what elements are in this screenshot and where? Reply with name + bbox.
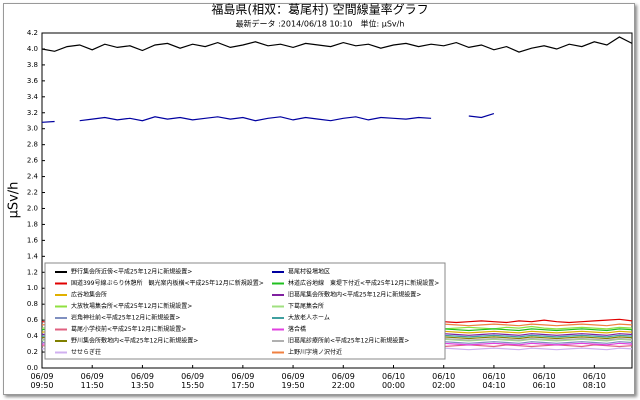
y-tick-label: 2.4: [27, 173, 39, 181]
y-tick-label: 2.0: [27, 204, 38, 212]
y-tick-label: 1.0: [27, 284, 38, 292]
x-tick-label: 06/09 11:50: [80, 372, 104, 390]
legend-label: 林道広谷地線 東堤下付近<平成25年12月に新規設置>: [288, 279, 439, 287]
y-tick-label: 3.0: [27, 125, 38, 133]
legend-label: 落合橋: [288, 325, 306, 333]
y-tick-label: 0.0: [27, 364, 38, 372]
legend-label: 旧葛尾診療所前<平成25年12月に新規設置>: [288, 337, 409, 345]
y-tick-label: 2.2: [27, 189, 38, 197]
legend-label: せせらぎ荘: [71, 348, 101, 356]
chart-subtitle: 最新データ :2014/06/18 10:10 単位: μSv/h: [236, 19, 405, 29]
y-tick-label: 3.8: [27, 61, 38, 69]
legend: 野行集会所近傍<平成25年12月に新規設置> 国道399号線ぶらり休憩所 観光案内…: [44, 262, 446, 360]
x-tick-label: 06/10 08:10: [582, 372, 606, 390]
y-tick-label: 3.6: [27, 77, 39, 85]
legend-label: 大放老人ホーム: [288, 314, 330, 322]
x-tick-label: 06/09 22:00: [331, 372, 355, 390]
y-axis-label: μSv/h: [7, 182, 22, 219]
legend-label: 葛尾小学校前<平成25年12月に新規設置>: [71, 325, 186, 333]
y-tick-label: 4.2: [27, 29, 38, 37]
legend-label: 国道399号線ぶらり休憩所 観光案内板横<平成25年12月に新規設置>: [71, 279, 264, 287]
y-tick-label: 2.8: [27, 141, 38, 149]
y-tick-label: 1.2: [27, 268, 38, 276]
legend-box: [44, 262, 446, 360]
y-tick-label: 0.6: [27, 316, 39, 324]
y-tick-label: 0.2: [27, 348, 38, 356]
x-tick-label: 06/10 00:00: [381, 372, 406, 390]
y-tick-label: 2.6: [27, 157, 39, 165]
legend-label: 野川集会所敷地内<平成25年12月に新規設置>: [71, 337, 198, 345]
series-line: [41, 36, 633, 53]
chart-title: 福島県(相双：葛尾村) 空間線量率グラフ: [211, 2, 428, 17]
x-tick-label: 06/09 17:50: [231, 372, 255, 390]
x-tick-label: 06/09 15:50: [181, 372, 205, 390]
y-tick-label: 3.4: [27, 93, 39, 101]
y-tick-label: 3.2: [27, 109, 38, 117]
x-tick-label: 06/09 09:50: [30, 372, 54, 390]
x-tick-label: 06/10 06:10: [532, 372, 556, 390]
series-line: [468, 113, 495, 119]
y-tick-label: 0.8: [27, 300, 38, 308]
legend-label: 上野川字境ノ沢付近: [288, 348, 342, 356]
legend-label: 下葛尾集会所: [288, 302, 324, 310]
plot-frame: [41, 32, 633, 369]
series-line: [41, 120, 55, 123]
legend-label: 大放牧場集会所<平成25年12月に新規設置>: [71, 302, 192, 310]
legend-label: 広谷地集会所: [71, 291, 107, 299]
legend-label: 旧葛尾集会所敷地内<平成25年12月に新規設置>: [288, 291, 421, 299]
x-tick-label: 06/09 19:50: [281, 372, 305, 390]
legend-label: 葛尾村役場地区: [288, 268, 330, 276]
series-line: [79, 116, 432, 122]
legend-label: 岩角神社前<平成25年12月に新規設置>: [71, 314, 180, 322]
legend-label: 野行集会所近傍<平成25年12月に新規設置>: [71, 268, 192, 276]
x-tick-label: 06/10 04:10: [482, 372, 506, 390]
y-tick-label: 1.6: [27, 236, 39, 244]
y-tick-label: 0.4: [27, 332, 39, 340]
y-tick-label: 1.8: [27, 220, 38, 228]
x-tick-label: 06/10 02:00: [432, 372, 456, 390]
y-tick-label: 4.0: [27, 45, 38, 53]
x-tick-label: 06/09 13:50: [130, 372, 154, 390]
y-tick-label: 1.4: [27, 252, 39, 260]
